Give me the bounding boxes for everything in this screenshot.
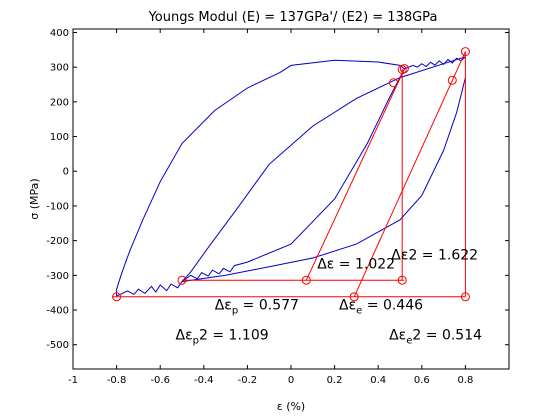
x-tick-label: -1 <box>68 375 78 386</box>
marker-0 <box>112 292 122 302</box>
y-tick-label: -500 <box>46 340 69 351</box>
y-tick-label: -100 <box>46 201 69 212</box>
annotation-4: Δεp2 = 1.109 <box>176 328 269 347</box>
marker-1 <box>177 275 187 285</box>
annotation-2: Δεp = 0.577 <box>215 297 299 316</box>
marker-3 <box>397 275 407 285</box>
x-tick-label: -0.8 <box>107 375 127 386</box>
x-tick-label: 0.2 <box>327 375 343 386</box>
x-tick-label: 0.4 <box>370 375 386 386</box>
series-line-5 <box>404 56 466 70</box>
marker-8 <box>399 64 409 74</box>
y-tick-label: 400 <box>50 28 69 39</box>
x-axis-label: ε (%) <box>277 400 305 413</box>
x-tick-label: -0.4 <box>194 375 214 386</box>
y-tick-label: 200 <box>50 97 69 108</box>
marker-4 <box>349 292 359 302</box>
annotation-1: Δε2 = 1.622 <box>391 248 478 264</box>
x-tick-label: 0.6 <box>414 375 430 386</box>
y-tick-label: -400 <box>46 306 69 317</box>
y-tick-label: 0 <box>63 167 69 178</box>
marker-2 <box>301 275 311 285</box>
marker-6 <box>389 78 398 88</box>
marker-5 <box>460 292 470 302</box>
annotation-0: Δε = 1.022 <box>317 256 395 272</box>
x-tick-label: -0.2 <box>238 375 258 386</box>
x-tick-label: 0 <box>288 375 294 386</box>
y-tick-label: -300 <box>46 271 69 282</box>
x-tick-label: -0.6 <box>150 375 170 386</box>
x-tick-label: 0.8 <box>457 375 473 386</box>
y-tick-label: 100 <box>50 132 69 143</box>
y-tick-label: -200 <box>46 236 69 247</box>
marker-9 <box>447 75 457 85</box>
annotation-5: Δεe2 = 0.514 <box>389 328 482 347</box>
plot-area <box>112 47 470 302</box>
chart-title: Youngs Modul (E) = 137GPa'/ (E2) = 138GP… <box>148 10 438 25</box>
marker-10 <box>460 47 470 57</box>
series-line-0 <box>116 71 281 297</box>
construction-line-4 <box>305 68 405 281</box>
series-line-3 <box>181 68 405 283</box>
y-axis-label: σ (MPa) <box>28 178 41 219</box>
y-tick-label: 300 <box>50 63 69 74</box>
series-line-1 <box>116 77 466 297</box>
axis-ticks: -1 -0.8 -0.6 -0.4 -0.2 0 0.2 0.4 0.6 0.8 -500 -400 -… <box>46 28 509 386</box>
annotation-3: Δεe = 0.446 <box>339 297 423 316</box>
construction-line-5 <box>353 51 466 298</box>
series-line-2 <box>181 56 466 282</box>
